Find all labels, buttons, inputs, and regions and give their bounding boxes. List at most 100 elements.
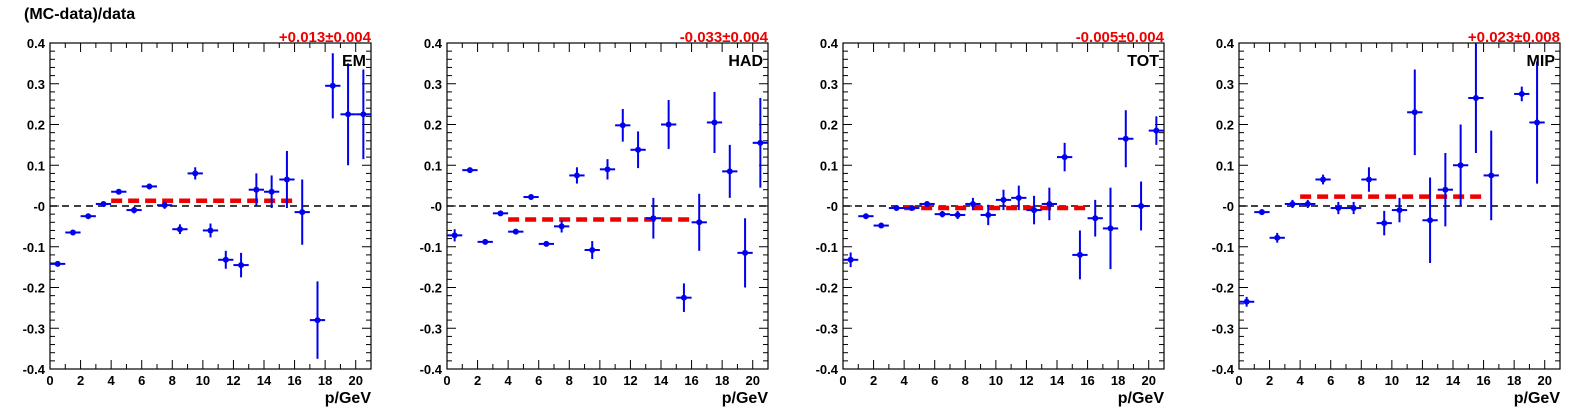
y-tick-label: -0 — [430, 199, 442, 214]
data-marker — [543, 240, 550, 247]
x-tick-label: 10 — [593, 373, 607, 388]
data-marker — [207, 227, 214, 234]
y-tick-label: 0.2 — [424, 118, 442, 133]
data-marker — [268, 188, 275, 195]
data-point — [1072, 230, 1088, 280]
x-tick-label: 4 — [108, 373, 116, 388]
data-point — [1468, 43, 1484, 154]
data-marker — [69, 229, 76, 236]
data-marker — [635, 146, 642, 153]
data-marker — [1153, 127, 1160, 134]
data-marker — [146, 183, 153, 190]
data-point — [187, 167, 203, 180]
y-tick-label: -0 — [33, 199, 45, 214]
data-marker — [1320, 176, 1327, 183]
data-point — [1514, 86, 1530, 102]
x-tick-label: 18 — [1111, 373, 1125, 388]
data-marker — [1061, 154, 1068, 161]
data-point — [1346, 201, 1362, 215]
data-point — [1483, 130, 1499, 221]
data-point — [737, 218, 753, 288]
x-tick-label: 16 — [684, 373, 698, 388]
data-marker — [1335, 205, 1342, 212]
data-point — [1041, 187, 1057, 221]
data-point — [676, 283, 692, 312]
data-point — [1361, 167, 1377, 192]
y-tick-label: -0.4 — [420, 362, 443, 377]
data-marker — [1442, 186, 1449, 193]
data-point — [95, 200, 112, 207]
data-marker — [604, 166, 611, 173]
data-point — [904, 205, 920, 212]
data-marker — [451, 232, 458, 239]
x-tick-label: 8 — [169, 373, 176, 388]
x-tick-label: 20 — [745, 373, 759, 388]
x-tick-label: 18 — [1507, 373, 1521, 388]
data-point — [462, 167, 478, 174]
data-marker — [100, 200, 107, 207]
x-tick-label: 10 — [1385, 373, 1399, 388]
y-tick-label: 0.1 — [27, 158, 45, 173]
x-axis-title: p/GeV — [325, 390, 372, 407]
data-marker — [1488, 172, 1495, 179]
data-point — [50, 260, 66, 267]
data-marker — [1092, 215, 1099, 222]
data-point — [141, 183, 157, 190]
x-tick-label: 16 — [287, 373, 301, 388]
x-tick-label: 14 — [1050, 373, 1065, 388]
x-tick-label: 0 — [839, 373, 846, 388]
data-marker — [1457, 162, 1464, 169]
x-tick-label: 12 — [623, 373, 637, 388]
y-tick-label: -0.2 — [1212, 281, 1234, 296]
y-tick-label: -0.4 — [816, 362, 839, 377]
y-tick-label: 0.3 — [1216, 77, 1234, 92]
data-marker — [954, 211, 961, 218]
x-tick-label: 14 — [1446, 373, 1461, 388]
data-point — [233, 252, 249, 278]
data-point — [1315, 174, 1331, 185]
x-tick-label: 18 — [318, 373, 332, 388]
y-tick-label: -0.2 — [420, 281, 442, 296]
x-tick-label: 6 — [1327, 373, 1334, 388]
data-point — [888, 205, 905, 212]
data-point — [279, 150, 295, 209]
data-point — [325, 53, 341, 119]
x-tick-label: 4 — [1297, 373, 1305, 388]
data-marker — [238, 262, 245, 269]
y-tick-label: -0.1 — [23, 240, 45, 255]
panel-label: HAD — [728, 53, 763, 70]
data-point — [1148, 116, 1164, 145]
x-tick-label: 20 — [1141, 373, 1155, 388]
y-tick-label: 0.1 — [424, 158, 442, 173]
data-marker — [512, 228, 519, 235]
data-point — [1376, 210, 1392, 236]
data-point — [172, 224, 188, 235]
data-marker — [757, 139, 764, 146]
fit-value-label: -0.033±0.004 — [680, 29, 769, 46]
x-tick-label: 14 — [257, 373, 272, 388]
data-point — [492, 210, 509, 217]
data-marker — [1046, 200, 1053, 207]
x-tick-label: 10 — [196, 373, 210, 388]
data-marker — [85, 213, 92, 220]
data-point — [584, 241, 600, 259]
data-point — [965, 197, 981, 211]
data-marker — [1076, 251, 1083, 258]
data-point — [722, 144, 738, 198]
data-point — [706, 91, 723, 154]
data-marker — [1350, 205, 1357, 212]
data-point — [645, 197, 661, 239]
chart-panel-em: 0 2 4 6 8 10 12 14 16 18 20 -0.4 -0.3 -0.2 -0.1 -0 0.1 0.… — [23, 29, 372, 407]
fit-value-label: -0.005±0.004 — [1076, 29, 1165, 46]
data-point — [752, 98, 768, 188]
data-marker — [192, 170, 199, 177]
chart-panel-had: 0 2 4 6 8 10 12 14 16 18 20 -0.4 -0.3 -0.2 -0.1 -0 0.1 0.… — [420, 29, 769, 407]
x-tick-label: 8 — [962, 373, 969, 388]
data-point — [111, 188, 127, 195]
data-point — [1102, 187, 1119, 270]
data-point — [1284, 199, 1301, 209]
data-marker — [726, 168, 733, 175]
data-marker — [878, 222, 885, 229]
data-marker — [924, 200, 931, 207]
